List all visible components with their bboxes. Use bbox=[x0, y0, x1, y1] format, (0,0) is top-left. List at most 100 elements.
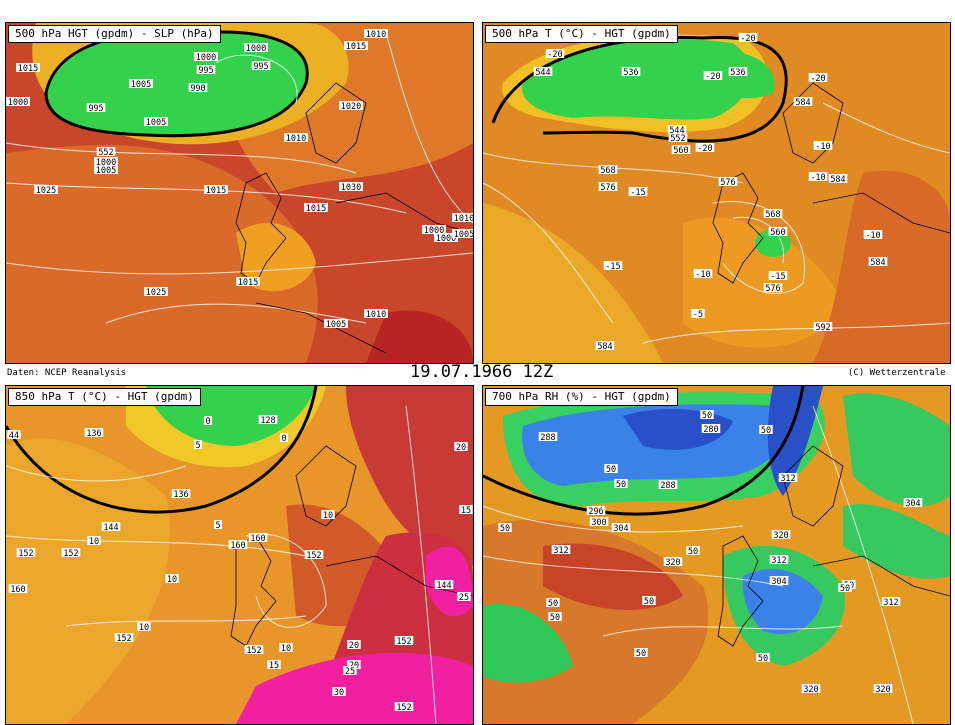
contour-label: 160 bbox=[228, 540, 248, 551]
contour-label-text: 312 bbox=[771, 556, 786, 566]
contour-label-text: -5 bbox=[693, 310, 703, 320]
contour-label-text: 320 bbox=[875, 685, 890, 695]
contour-label: 584 bbox=[868, 257, 888, 268]
contour-label: 50 bbox=[686, 546, 700, 557]
contour-label-text: 312 bbox=[553, 546, 568, 556]
contour-label-text: 312 bbox=[780, 474, 795, 484]
contour-label: 280 bbox=[701, 424, 721, 435]
map-canvas: 1000101510059951000995990100099510151010… bbox=[6, 23, 473, 363]
contour-label-text: 1015 bbox=[306, 204, 326, 214]
contour-label-text: 44 bbox=[9, 431, 19, 441]
contour-label-text: 990 bbox=[190, 84, 205, 94]
contour-label-text: 152 bbox=[18, 549, 33, 559]
contour-label-text: -10 bbox=[865, 231, 880, 241]
contour-label: 10 bbox=[87, 536, 101, 547]
contour-label: 25 bbox=[457, 592, 471, 603]
contour-label-text: 584 bbox=[830, 175, 845, 185]
contour-label-text: 1010 bbox=[366, 310, 386, 320]
contour-label-text: 50 bbox=[500, 524, 510, 534]
contour-label: 584 bbox=[828, 174, 848, 185]
contour-label-text: 50 bbox=[550, 613, 560, 623]
contour-label: 1005 bbox=[129, 79, 153, 90]
contour-label: 152 bbox=[394, 702, 414, 713]
contour-label: 160 bbox=[8, 584, 28, 595]
contour-label-text: 152 bbox=[396, 637, 411, 647]
contour-label-text: 300 bbox=[591, 518, 606, 528]
contour-label-text: 152 bbox=[63, 549, 78, 559]
copyright-label: (C) Wetterzentrale bbox=[848, 368, 946, 378]
contour-label: 552 bbox=[668, 133, 688, 144]
contour-label-text: 10 bbox=[167, 575, 177, 585]
contour-label: 152 bbox=[61, 548, 81, 559]
contour-label: -5 bbox=[691, 309, 705, 320]
contour-label-text: -10 bbox=[815, 142, 830, 152]
contour-label: 1025 bbox=[34, 185, 58, 196]
map-panel-500hpa-hgt-slp: 1000 1015 1005 995 1000 995 990 1000 995 1015 1010… bbox=[5, 22, 474, 364]
contour-label: 312 bbox=[778, 473, 798, 484]
contour-label: 576 bbox=[718, 177, 738, 188]
contour-label-text: 144 bbox=[436, 581, 451, 591]
contour-label: 136 bbox=[84, 428, 104, 439]
contour-label: -20 bbox=[695, 143, 715, 154]
contour-label: 296 bbox=[586, 506, 606, 517]
contour-label: -20 bbox=[808, 73, 828, 84]
contour-label: 50 bbox=[498, 523, 512, 534]
contour-label-text: 50 bbox=[761, 426, 771, 436]
contour-label-text: 160 bbox=[230, 541, 245, 551]
contour-label: 15 bbox=[267, 660, 281, 671]
contour-label: 50 bbox=[700, 410, 714, 421]
contour-label-text: 160 bbox=[250, 534, 265, 544]
contour-label-text: 560 bbox=[673, 146, 688, 156]
contour-label: -15 bbox=[603, 261, 623, 272]
contour-label-text: 312 bbox=[883, 598, 898, 608]
contour-label: 136 bbox=[171, 489, 191, 500]
contour-label: 1000 bbox=[434, 233, 458, 244]
contour-label: 320 bbox=[873, 684, 893, 695]
contour-label-text: 584 bbox=[870, 258, 885, 268]
contour-label: 320 bbox=[663, 557, 683, 568]
contour-label-text: 1025 bbox=[36, 186, 56, 196]
contour-label-text: 1015 bbox=[238, 278, 258, 288]
contour-label-text: 568 bbox=[600, 166, 615, 176]
contour-label: -10 bbox=[863, 230, 883, 241]
contour-label: 300 bbox=[589, 517, 609, 528]
contour-label-text: 160 bbox=[10, 585, 25, 595]
contour-label: 50 bbox=[548, 612, 562, 623]
contour-label: 15 bbox=[459, 505, 473, 516]
contour-label: 152 bbox=[304, 550, 324, 561]
contour-label: 1005 bbox=[144, 117, 168, 128]
contour-label: 10 bbox=[137, 622, 151, 633]
contour-label-text: 15 bbox=[461, 506, 471, 516]
contour-label-text: 5 bbox=[215, 521, 220, 531]
contour-label-text: 152 bbox=[306, 551, 321, 561]
contour-label: 152 bbox=[244, 645, 264, 656]
contour-label: 5 bbox=[213, 520, 223, 531]
contour-label: 1030 bbox=[339, 182, 363, 193]
contour-label-text: 584 bbox=[597, 342, 612, 352]
contour-label-text: 136 bbox=[86, 429, 101, 439]
contour-label-text: 50 bbox=[758, 654, 768, 664]
contour-label: 312 bbox=[769, 555, 789, 566]
contour-label-text: 10 bbox=[139, 623, 149, 633]
contour-label-text: 552 bbox=[98, 148, 113, 158]
contour-label: 1010 bbox=[364, 29, 388, 40]
contour-label: 1000 bbox=[244, 43, 268, 54]
contour-label-text: -10 bbox=[810, 173, 825, 183]
contour-label: 536 bbox=[728, 67, 748, 78]
contour-label-text: 536 bbox=[623, 68, 638, 78]
contour-label-text: -20 bbox=[740, 34, 755, 44]
contour-label: -20 bbox=[738, 33, 758, 44]
contour-label: 20 bbox=[347, 640, 361, 651]
contour-label: 1015 bbox=[16, 63, 40, 74]
contour-label-text: 544 bbox=[669, 126, 684, 136]
contour-label-text: 50 bbox=[636, 649, 646, 659]
contour-label-text: 1000 bbox=[196, 53, 216, 63]
contour-label: 128 bbox=[258, 415, 278, 426]
contour-label-text: -15 bbox=[770, 272, 785, 282]
contour-label-text: 304 bbox=[771, 577, 786, 587]
contour-label: -10 bbox=[693, 269, 713, 280]
contour-label-text: 50 bbox=[688, 547, 698, 557]
contour-label: 304 bbox=[903, 498, 923, 509]
contour-label: 995 bbox=[251, 61, 271, 72]
contour-label: 10 bbox=[279, 643, 293, 654]
